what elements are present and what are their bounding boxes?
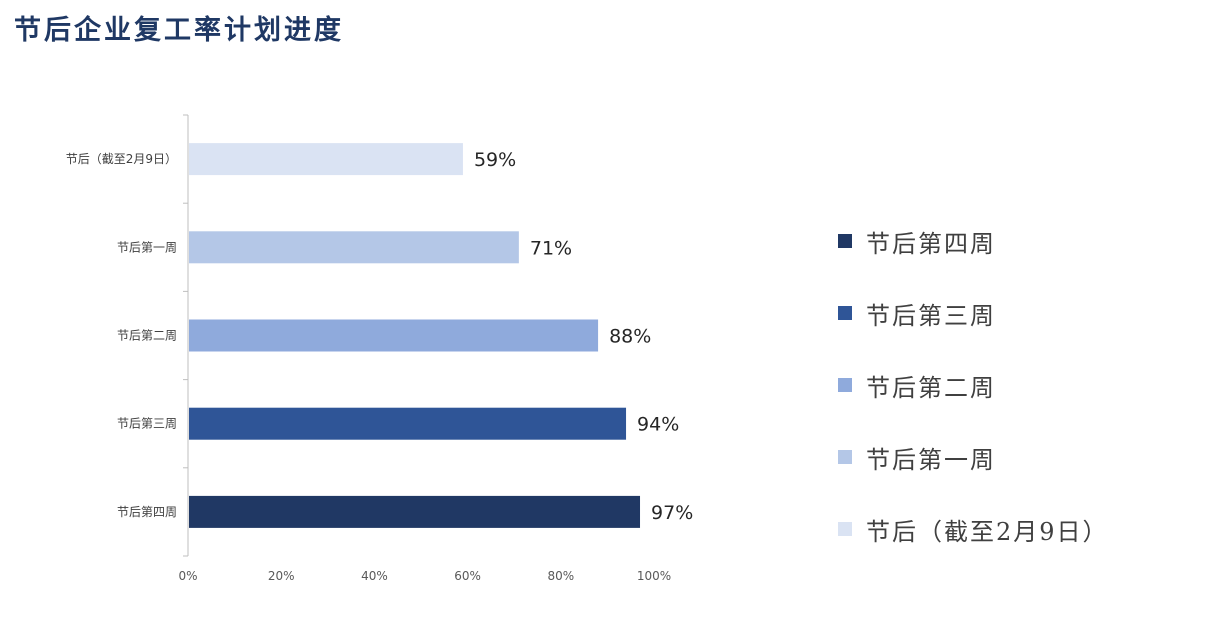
- legend-swatch: [838, 522, 852, 536]
- data-label: 59%: [474, 149, 516, 171]
- legend-label: 节后第三周: [866, 301, 996, 330]
- data-label: 97%: [651, 502, 693, 524]
- legend-swatch: [838, 378, 852, 392]
- legend-label: 节后（截至2月9日）: [866, 517, 1109, 546]
- y-axis-ticks: [183, 114, 188, 557]
- data-labels: 59% 71% 88% 94% 97%: [474, 149, 693, 524]
- legend-swatch: [838, 306, 852, 320]
- legend-item: 节后第一周: [838, 421, 1109, 493]
- x-tick-label: 80%: [547, 569, 574, 583]
- legend-item: 节后（截至2月9日）: [838, 493, 1109, 565]
- legend-swatch: [838, 234, 852, 248]
- x-tick-label: 100%: [637, 569, 671, 583]
- bars: [189, 143, 641, 528]
- category-label: 节后（截至2月9日）: [66, 152, 177, 166]
- category-label: 节后第一周: [117, 240, 177, 254]
- legend-item: 节后第二周: [838, 349, 1109, 421]
- category-label: 节后第三周: [117, 417, 177, 431]
- legend-item: 节后第四周: [838, 205, 1109, 277]
- page-title: 节后企业复工率计划进度: [14, 15, 344, 46]
- bar: [189, 319, 599, 352]
- category-label: 节后第二周: [117, 329, 177, 343]
- bar: [189, 231, 519, 264]
- legend-label: 节后第一周: [866, 445, 996, 474]
- bar: [189, 407, 627, 440]
- legend: 节后第四周节后第三周节后第二周节后第一周节后（截至2月9日）: [838, 205, 1109, 565]
- bar: [189, 143, 463, 176]
- legend-label: 节后第四周: [866, 229, 996, 258]
- x-tick-labels: 0% 20% 40% 60% 80% 100%: [178, 569, 671, 583]
- bar: [189, 495, 641, 528]
- data-label: 94%: [637, 414, 679, 436]
- x-tick-label: 0%: [178, 569, 197, 583]
- category-label: 节后第四周: [117, 505, 177, 519]
- legend-item: 节后第三周: [838, 277, 1109, 349]
- x-tick-label: 40%: [361, 569, 388, 583]
- legend-swatch: [838, 450, 852, 464]
- x-tick-label: 20%: [268, 569, 295, 583]
- x-tick-label: 60%: [454, 569, 481, 583]
- legend-label: 节后第二周: [866, 373, 996, 402]
- data-label: 71%: [530, 237, 572, 259]
- data-label: 88%: [609, 326, 651, 348]
